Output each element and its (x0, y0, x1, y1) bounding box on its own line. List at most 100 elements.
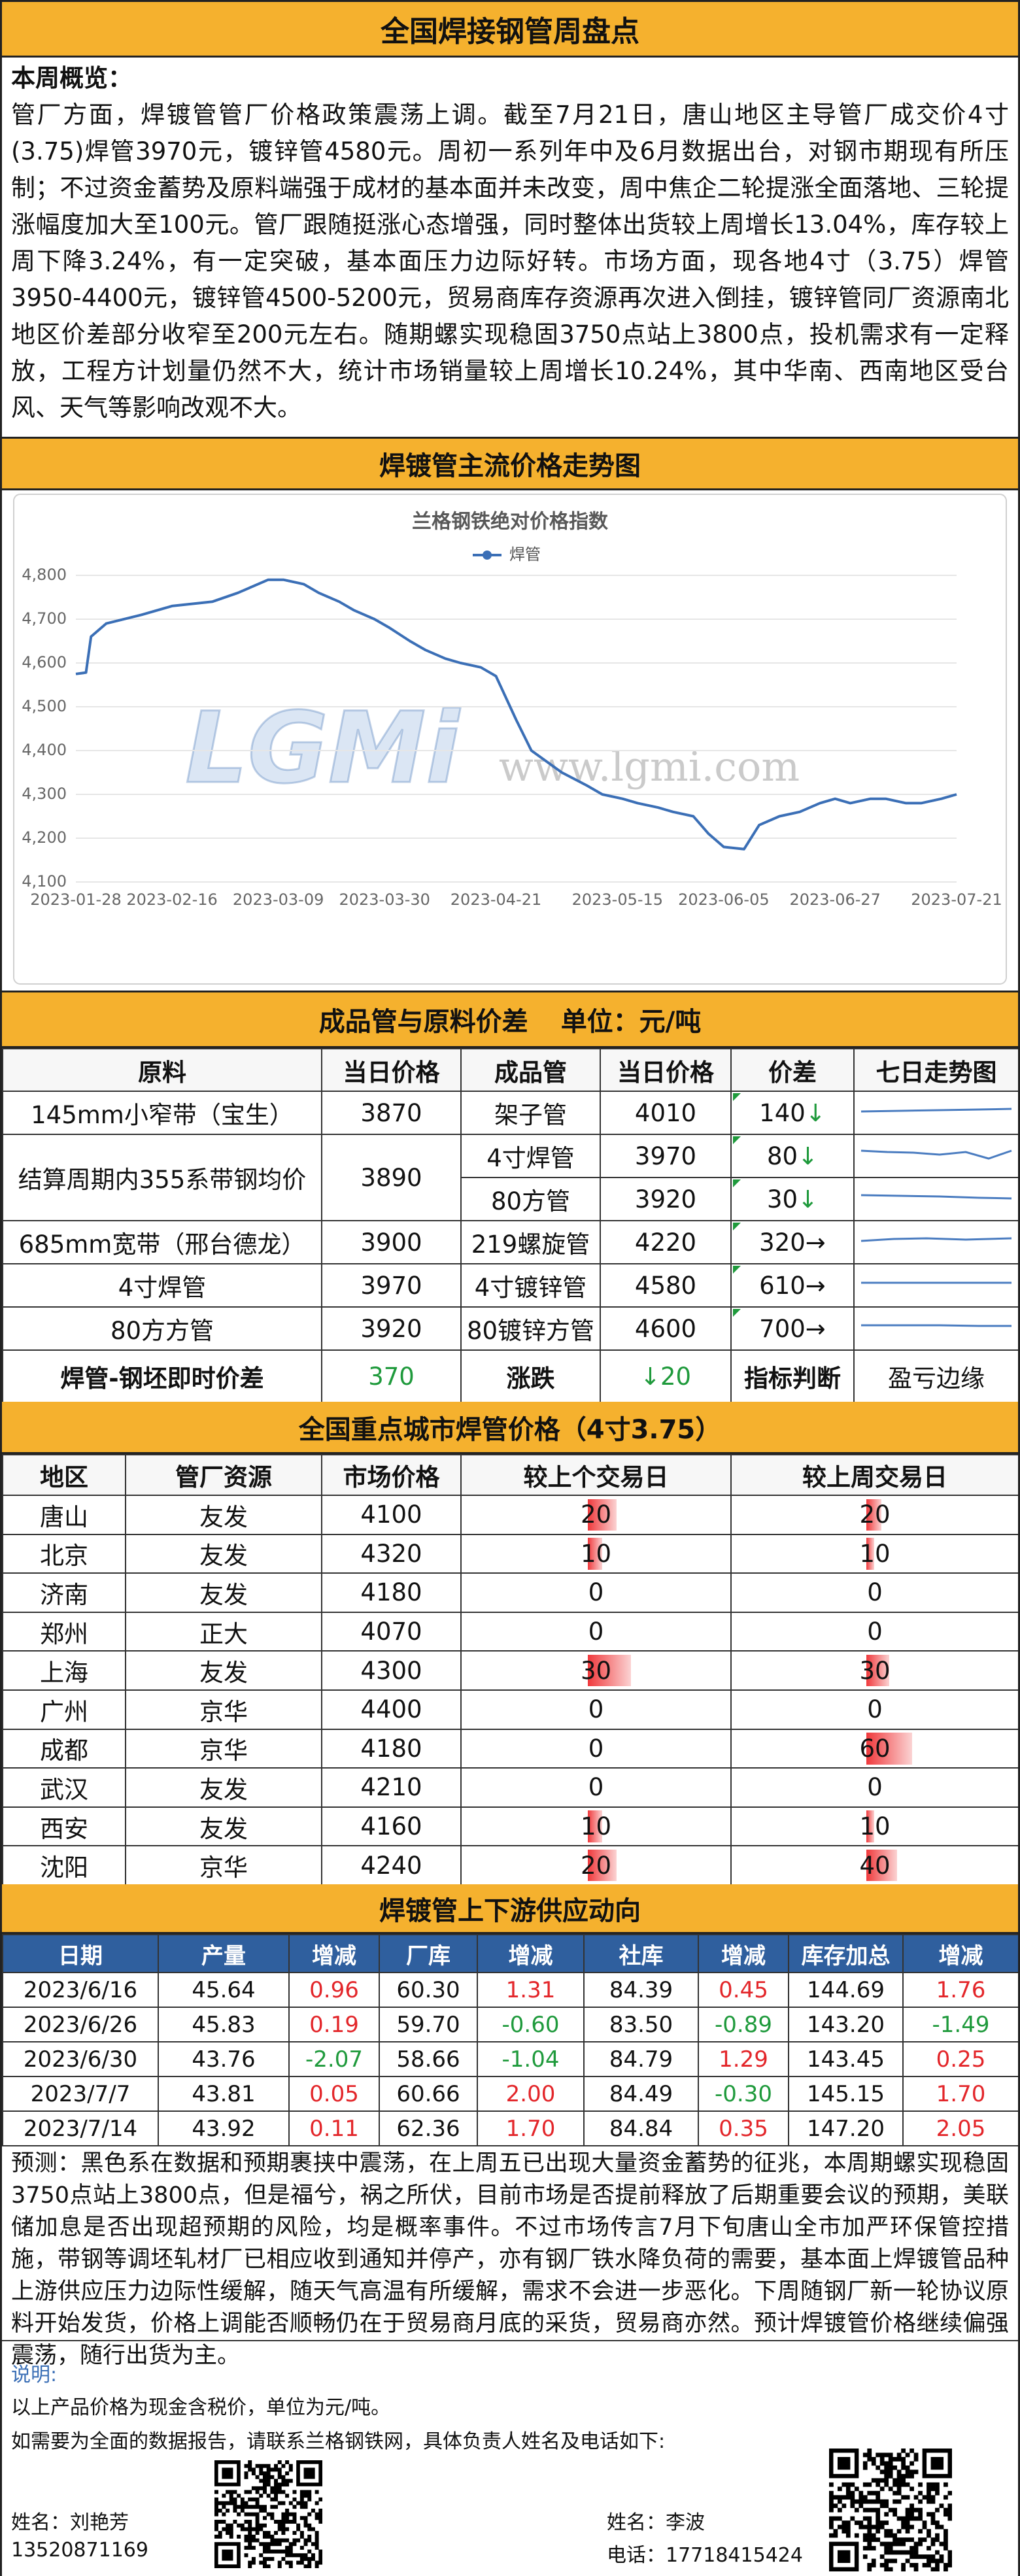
qr-module (248, 2505, 252, 2509)
qr-module (296, 2523, 301, 2528)
qr-module (288, 2464, 293, 2468)
spread-marker (733, 1266, 741, 1274)
qr-module (259, 2479, 264, 2483)
qr-module (218, 2508, 222, 2513)
qr-module (910, 2486, 914, 2492)
qr-module (281, 2483, 286, 2487)
qr-module (281, 2523, 286, 2528)
table-unit: 单位：元/吨 (560, 1007, 702, 1037)
qr-module (918, 2507, 923, 2513)
qr-module (829, 2482, 834, 2487)
spread-table-block: 原料 当日价格 成品管 当日价格 价差 七日走势图 145mm小窄带（宝生） 3870 架子管 4… (2, 1048, 1018, 1403)
qr-module (299, 2545, 304, 2550)
qr-module (266, 2512, 271, 2517)
table-title: 成品管与原料价差 (318, 1007, 528, 1037)
qr-module (281, 2527, 286, 2532)
qr-module (229, 2531, 233, 2535)
qr-module (262, 2483, 267, 2487)
mill: 京华 (125, 1728, 322, 1769)
qr-module (858, 2495, 864, 2500)
qr-module (939, 2541, 944, 2547)
value: 2023/7/14 (2, 2110, 159, 2146)
qr-finder (837, 2550, 851, 2564)
qr-module (871, 2499, 876, 2504)
qr-module (930, 2495, 936, 2500)
qr-module (922, 2520, 927, 2525)
qr-module (244, 2464, 248, 2468)
mill: 友发 (125, 1806, 322, 1847)
qr-module (892, 2512, 898, 2517)
qr-module (237, 2512, 241, 2517)
qr-module (314, 2564, 319, 2568)
qr-module (944, 2529, 948, 2534)
qr-module (842, 2524, 847, 2530)
qr-module (255, 2523, 260, 2528)
data-bar (588, 1810, 603, 1842)
city: 北京 (2, 1533, 126, 1574)
qr-module (913, 2469, 919, 2475)
qr-module (926, 2533, 931, 2538)
qr-module (266, 2494, 271, 2498)
qr-module (299, 2560, 304, 2565)
qr-module (274, 2467, 279, 2472)
qr-module (884, 2461, 889, 2466)
qr-module (274, 2520, 279, 2524)
qr-module (922, 2495, 927, 2500)
qr-module (892, 2465, 898, 2470)
qr-module (222, 2501, 226, 2505)
qr-module (845, 2520, 851, 2525)
qr-module (285, 2460, 290, 2464)
qr-module (935, 2558, 940, 2564)
qr-module (879, 2456, 885, 2462)
qr-module (858, 2524, 864, 2530)
change-value: 0 (588, 1618, 604, 1646)
contact-phone: 电话：17718415424 (607, 2544, 803, 2567)
qr-module (858, 2490, 864, 2496)
qr-module (901, 2465, 906, 2470)
qr-module (879, 2524, 885, 2530)
qr-module (884, 2512, 889, 2517)
sparkline-line (861, 1324, 1012, 1327)
change: 0.96 (288, 1972, 380, 2008)
qr-module (218, 2501, 222, 2505)
qr-module (262, 2549, 267, 2554)
qr-module (303, 2553, 308, 2558)
qr-module (845, 2495, 851, 2500)
product: 架子管 (460, 1091, 601, 1135)
qr-module (913, 2452, 919, 2458)
column-header: 增减 (902, 1934, 1018, 1973)
change-cell: 30 (730, 1650, 1018, 1691)
qr-module (266, 2464, 271, 2468)
forecast: 预测：黑色系在数据和预期裹挟中震荡，在上周五已出现大量资金蓄势的征兆，本周期螺实… (2, 2145, 1018, 2369)
qr-module (262, 2523, 267, 2528)
qr-module (292, 2512, 297, 2517)
qr-module (259, 2505, 264, 2509)
change-cell: 0 (460, 1728, 732, 1769)
qr-module (829, 2516, 834, 2521)
qr-module (262, 2564, 267, 2568)
qr-module (233, 2505, 237, 2509)
qr-module (237, 2505, 241, 2509)
qr-module (910, 2554, 914, 2559)
price: 4240 (321, 1845, 462, 1886)
qr-module (296, 2560, 301, 2565)
qr-module (862, 2499, 868, 2504)
mill: 京华 (125, 1845, 322, 1886)
qr-module (913, 2495, 919, 2500)
qr-finder (930, 2456, 944, 2470)
qr-module (879, 2520, 885, 2525)
value: 45.83 (158, 2007, 290, 2042)
contact-name: 姓名：刘艳芳 (11, 2511, 129, 2534)
qr-module (947, 2507, 952, 2513)
qr-module (248, 2542, 252, 2547)
change-cell: 0 (460, 1572, 732, 1613)
qr-module (255, 2475, 260, 2479)
column-header: 七日走势图 (853, 1048, 1018, 1092)
qr-module (896, 2478, 902, 2483)
qr-module (237, 2523, 241, 2528)
x-tick-label: 2023-03-30 (339, 890, 430, 909)
column-header: 当日价格 (321, 1048, 462, 1092)
qr-module (888, 2486, 893, 2492)
qr-code (829, 2449, 952, 2571)
qr-module (901, 2537, 906, 2542)
